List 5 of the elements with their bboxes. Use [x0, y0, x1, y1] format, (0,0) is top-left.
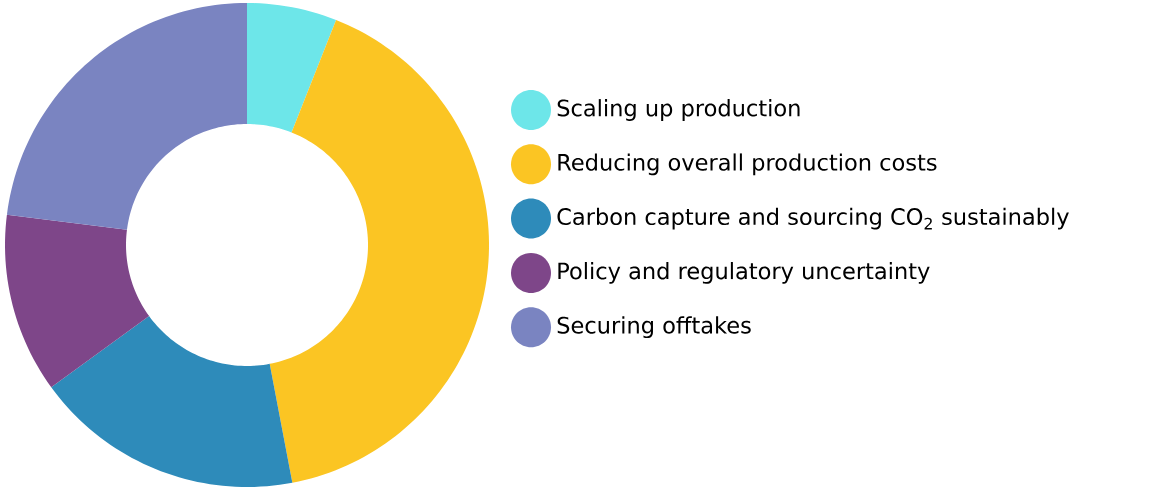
legend-label: Scaling up production — [557, 99, 800, 121]
legend-label: Carbon capture and sourcing CO$_{2}$ sustainably — [557, 207, 1069, 230]
legend-label: Securing offtakes — [557, 316, 751, 339]
legend-label: Reducing overall production costs — [558, 153, 937, 176]
legend-label: Policy and regulatory uncertainty — [558, 262, 930, 284]
